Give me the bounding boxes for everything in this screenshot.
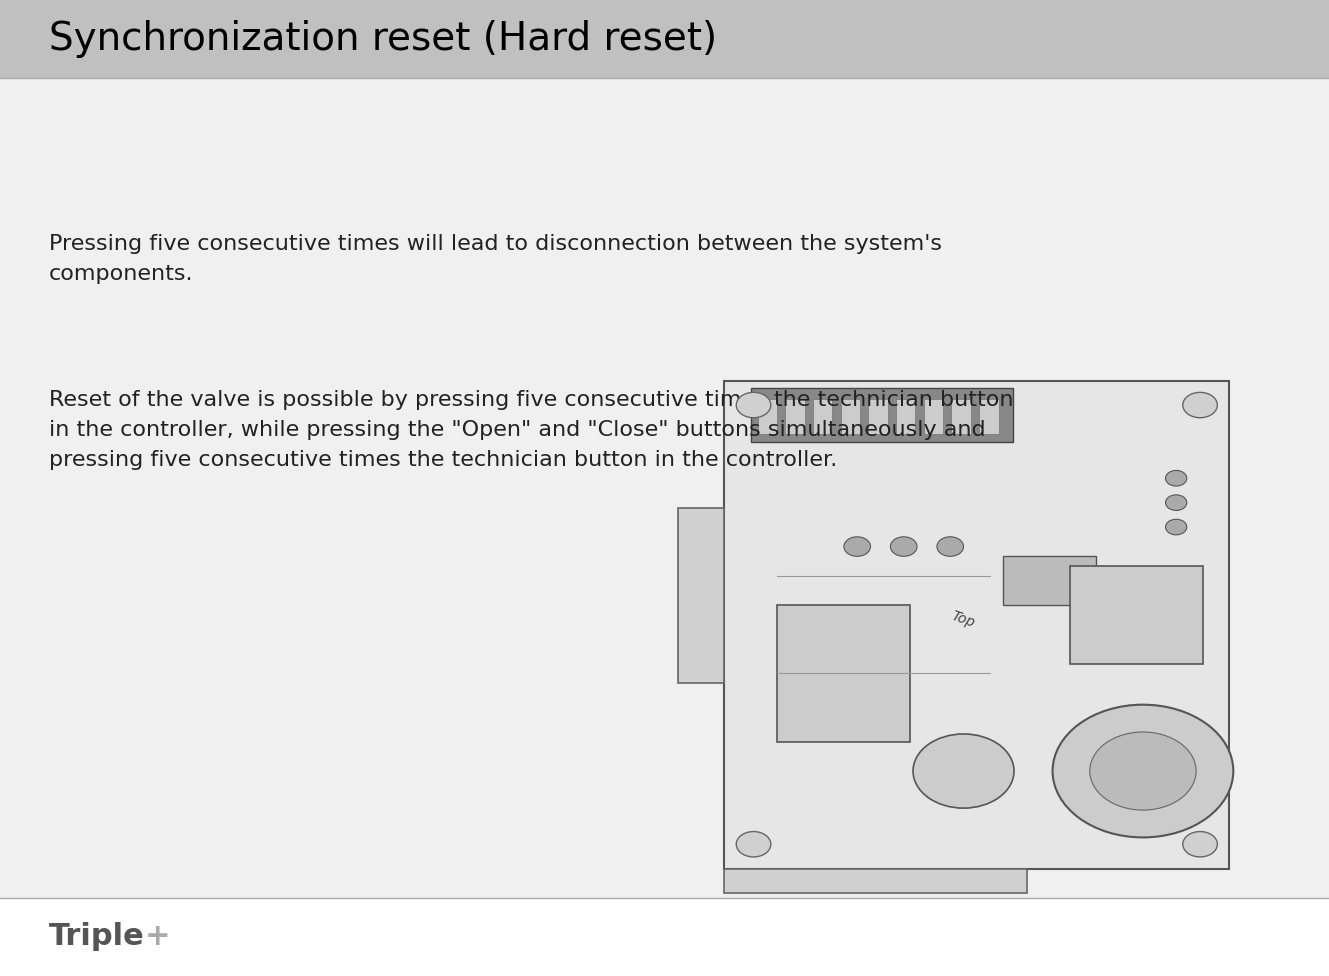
FancyBboxPatch shape (813, 399, 832, 434)
FancyBboxPatch shape (868, 399, 888, 434)
FancyBboxPatch shape (724, 381, 1229, 869)
FancyBboxPatch shape (0, 0, 1329, 78)
Circle shape (736, 832, 771, 857)
FancyBboxPatch shape (758, 399, 777, 434)
FancyBboxPatch shape (678, 508, 724, 683)
Text: Reset of the valve is possible by pressing five consecutive times the technician: Reset of the valve is possible by pressi… (49, 390, 1014, 469)
FancyBboxPatch shape (979, 399, 998, 434)
Circle shape (1166, 519, 1187, 535)
FancyBboxPatch shape (1070, 566, 1203, 664)
FancyBboxPatch shape (777, 605, 910, 742)
Text: Pressing five consecutive times will lead to disconnection between the system's
: Pressing five consecutive times will lea… (49, 234, 942, 284)
Circle shape (844, 537, 870, 556)
Text: Synchronization reset (Hard reset): Synchronization reset (Hard reset) (49, 20, 718, 58)
FancyBboxPatch shape (924, 399, 944, 434)
FancyBboxPatch shape (0, 898, 1329, 976)
Circle shape (937, 537, 964, 556)
Circle shape (1183, 832, 1217, 857)
FancyBboxPatch shape (896, 399, 916, 434)
Text: +: + (145, 922, 170, 952)
Circle shape (1166, 495, 1187, 510)
Circle shape (1166, 470, 1187, 486)
Circle shape (890, 537, 917, 556)
Text: Triple: Triple (49, 922, 145, 952)
FancyBboxPatch shape (785, 399, 804, 434)
Circle shape (736, 392, 771, 418)
FancyBboxPatch shape (1003, 556, 1096, 605)
Text: Top: Top (950, 609, 977, 630)
Circle shape (1053, 705, 1233, 837)
FancyBboxPatch shape (724, 869, 1027, 893)
Circle shape (913, 734, 1014, 808)
FancyBboxPatch shape (952, 399, 971, 434)
FancyBboxPatch shape (751, 388, 1014, 442)
Circle shape (1183, 392, 1217, 418)
FancyBboxPatch shape (841, 399, 860, 434)
Circle shape (1090, 732, 1196, 810)
